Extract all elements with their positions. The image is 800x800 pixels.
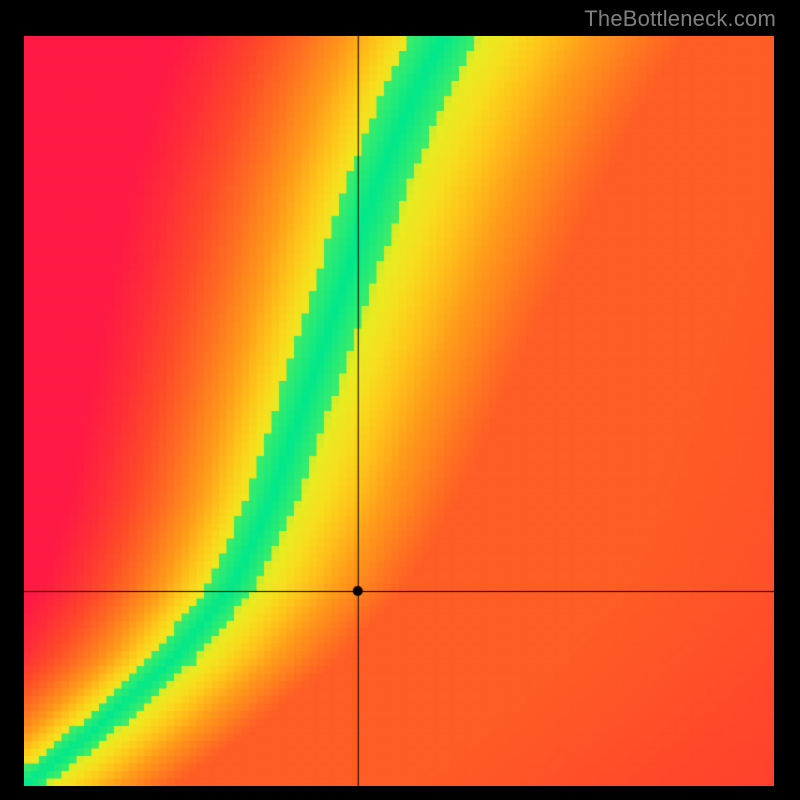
watermark-text: TheBottleneck.com xyxy=(584,6,776,32)
chart-container: TheBottleneck.com xyxy=(0,0,800,800)
heatmap-plot xyxy=(24,36,774,786)
heatmap-canvas xyxy=(24,36,774,786)
